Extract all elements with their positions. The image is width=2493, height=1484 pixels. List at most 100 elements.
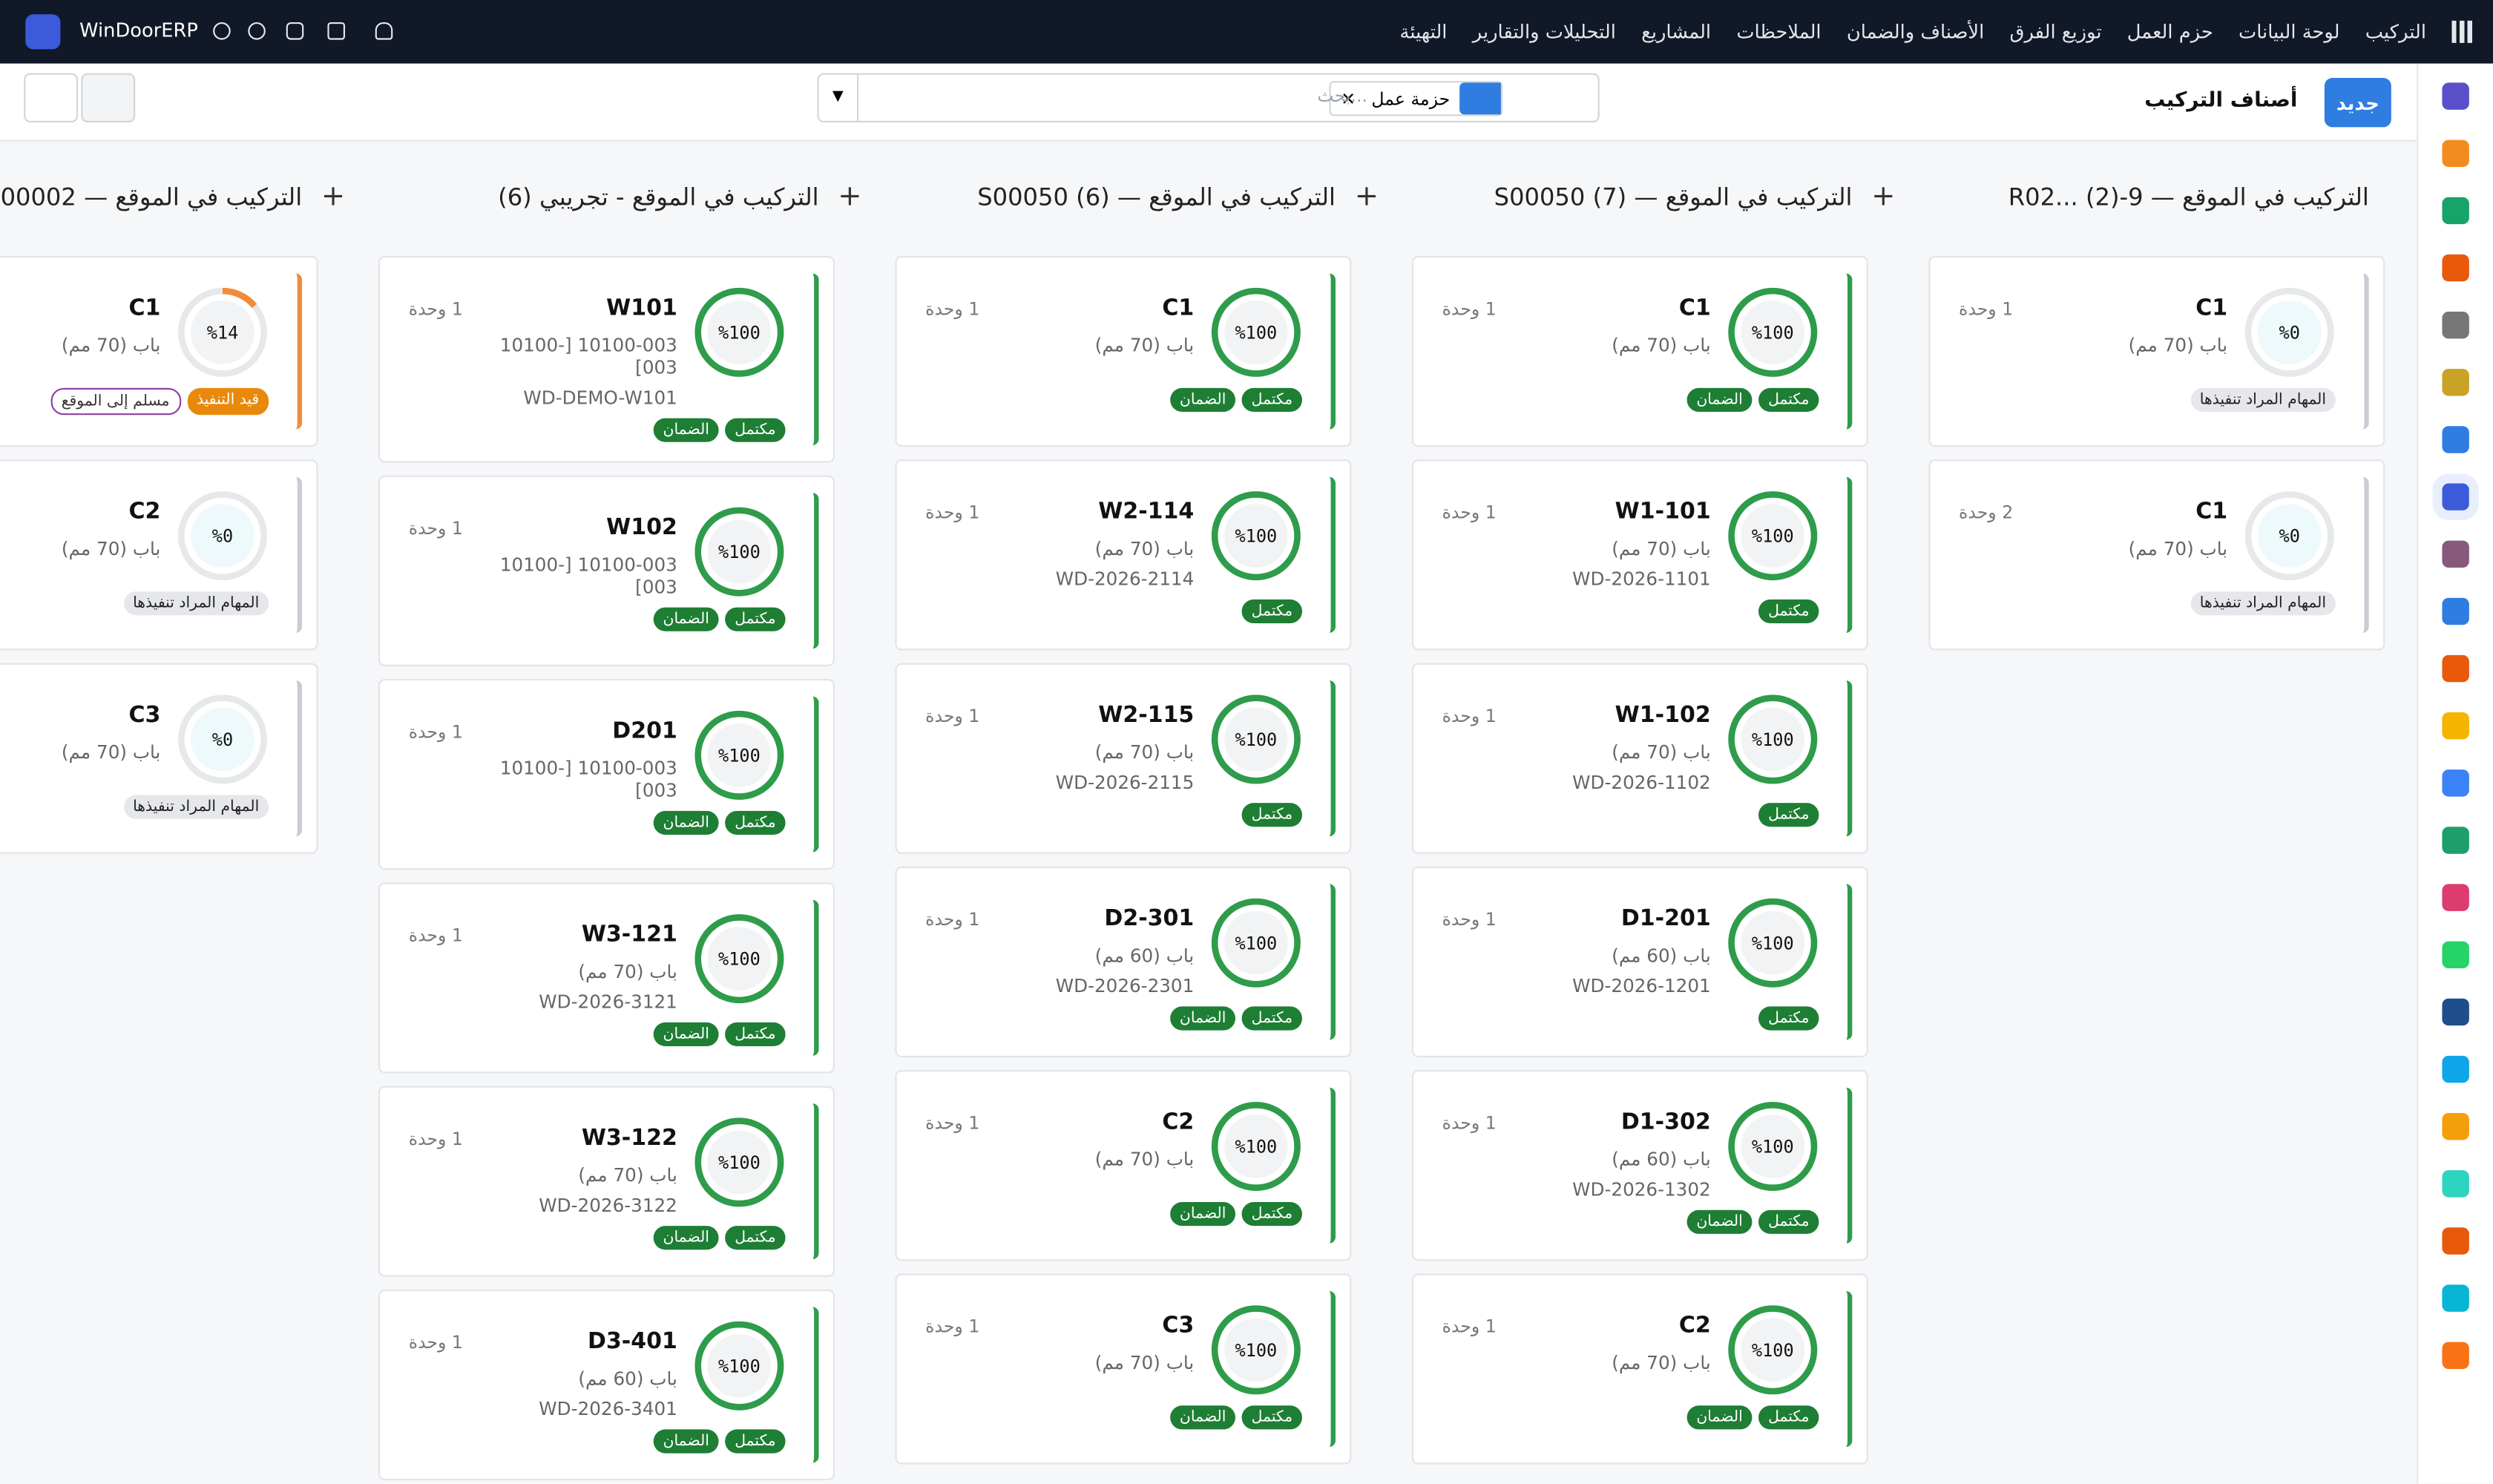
card[interactable]: %100 D2-301 باب (60 مم) WD-2026-2301 1 وحدة م… (895, 866, 1352, 1057)
card[interactable]: %100 W2-115 باب (70 مم) WD-2026-2115 1 وحدة م… (895, 663, 1352, 854)
card-units: 1 وحدة (408, 721, 463, 743)
card[interactable]: %100 D3-401 باب (60 مم) WD-2026-3401 1 وحدة م… (378, 1289, 835, 1480)
column-title-row: التركيب في الموقع — S00050 (7) (1494, 183, 1853, 211)
kanban-view[interactable] (81, 73, 136, 122)
app-icon[interactable] (2442, 941, 2469, 968)
card-row: %0 C2 باب (70 مم) (0, 490, 269, 582)
card-product: باب (60 مم) (578, 1367, 677, 1390)
card[interactable]: %100 D201 10100-003 [10100-003] 1 وحدة مكتمل… (378, 679, 835, 870)
tag: الضمان (653, 418, 719, 442)
icon[interactable] (375, 22, 393, 40)
column-title-row: التركيب في الموقع - تجريبي (6) (498, 183, 818, 211)
card[interactable]: %100 C3 باب (70 مم) 1 وحدة مكتمل الضمان (895, 1273, 1352, 1465)
app-icon[interactable] (2442, 597, 2469, 626)
card[interactable]: %100 W1-101 باب (70 مم) WD-2026-1101 1 وحدة م… (1411, 459, 1868, 651)
tag: الضمان (653, 1022, 719, 1046)
card[interactable]: %100 W102 10100-003 [10100-003] 1 وحدة مكتمل… (378, 475, 835, 666)
menu-item[interactable]: الأصناف والضمان (1846, 20, 1985, 43)
card[interactable]: %100 D1-201 باب (60 مم) WD-2026-1201 1 وحدة م… (1411, 866, 1868, 1057)
card[interactable]: %100 D1-302 باب (60 مم) WD-2026-1302 1 وحدة م… (1411, 1070, 1868, 1261)
app-icon[interactable] (2442, 769, 2469, 797)
facet[interactable]: حزمة عمل ✕ (1330, 81, 1502, 116)
state-bar (812, 493, 819, 649)
card-name: C2 (1678, 1313, 1711, 1339)
menu-item[interactable]: التركيب (2365, 20, 2426, 43)
app-icon[interactable] (2442, 426, 2469, 453)
app-icon[interactable] (2442, 312, 2469, 339)
card[interactable]: %14 C1 باب (70 مم) قيد التنفيذ مسلم إلى المو… (0, 256, 318, 447)
card[interactable]: %0 C3 باب (70 مم) المهام المراد تنفيذها (0, 663, 318, 854)
menu-item[interactable]: الملاحظات (1736, 20, 1822, 43)
card[interactable]: %100 C1 باب (70 مم) 1 وحدة مكتمل الضمان (895, 256, 1352, 447)
app-icon[interactable] (2442, 827, 2469, 854)
new-button[interactable]: جديد (2324, 78, 2391, 128)
card-info: W3-121 باب (70 مم) WD-2026-3121 (463, 913, 677, 1013)
app-icon[interactable] (2442, 712, 2469, 740)
app-icon[interactable] (2442, 1170, 2469, 1198)
card[interactable]: %100 C2 باب (70 مم) 1 وحدة مكتمل الضمان (1411, 1273, 1868, 1465)
add-button[interactable]: + (321, 180, 346, 214)
app-icon[interactable] (2442, 254, 2469, 282)
card[interactable]: %100 W2-114 باب (70 مم) WD-2026-2114 1 وحدة م… (895, 459, 1352, 651)
app-icon[interactable] (2442, 998, 2469, 1026)
card[interactable]: %100 W3-122 باب (70 مم) WD-2026-3122 1 وحدة م… (378, 1086, 835, 1277)
menu-item[interactable]: حزم العمل (2126, 20, 2213, 43)
state-bar (296, 476, 303, 633)
brand[interactable]: WinDoorERP (79, 19, 198, 42)
ring-inner (2257, 504, 2322, 568)
card[interactable]: %0 C2 باب (70 مم) المهام المراد تنفيذها (0, 459, 318, 651)
app-icon[interactable] (2442, 369, 2469, 396)
app-icon[interactable] (2442, 1284, 2469, 1312)
card[interactable]: %100 W3-121 باب (70 مم) WD-2026-3121 1 وحدة م… (378, 882, 835, 1074)
card[interactable]: %100 C1 باب (70 مم) 1 وحدة مكتمل الضمان (1411, 256, 1868, 447)
menu-item[interactable]: التهيئة (1399, 20, 1448, 43)
card[interactable]: %100 C2 باب (70 مم) 1 وحدة مكتمل الضمان (895, 1070, 1352, 1261)
app-icon[interactable] (2442, 1227, 2469, 1255)
card-row: %100 W1-102 باب (70 مم) WD-2026-1102 1 وحدة (1442, 693, 1819, 793)
card-name: C1 (1162, 295, 1195, 321)
add-button[interactable]: + (1354, 180, 1379, 214)
menu-item[interactable]: لوحة البيانات (2239, 20, 2340, 43)
app-icon[interactable] (2442, 197, 2469, 225)
app-icon[interactable] (2442, 540, 2469, 568)
progress-label: %100 (1752, 729, 1794, 750)
card-info: C1 باب (70 مم) (0, 286, 160, 356)
tag: الضمان (653, 1226, 719, 1250)
icon[interactable] (286, 22, 304, 40)
app-icon[interactable] (2442, 1113, 2469, 1140)
menu-item[interactable]: التحليلات والتقارير (1472, 20, 1616, 43)
progress-label: %0 (212, 526, 233, 547)
menu-item[interactable]: توزيع الفرق (2009, 20, 2102, 43)
tag: مكتمل (1241, 1006, 1302, 1031)
card[interactable]: %100 W101 10100-003 [10100-003] WD-DEMO-W10… (378, 256, 835, 463)
icon[interactable] (213, 22, 231, 40)
menu-item[interactable]: المشاريع (1641, 20, 1712, 43)
app-icon[interactable] (2442, 884, 2469, 911)
card[interactable]: %0 C1 باب (70 مم) 2 وحدة المهام المراد تنفيذ… (1928, 459, 2385, 651)
progress-label: %100 (1752, 933, 1794, 953)
card[interactable]: %100 W1-102 باب (70 مم) WD-2026-1102 1 وحدة م… (1411, 663, 1868, 854)
card-info: C2 باب (70 مم) (1497, 1304, 1711, 1373)
tag: قيد التنفيذ (187, 387, 269, 416)
icon[interactable] (248, 22, 266, 40)
tag: مكتمل (725, 607, 786, 631)
app-icon[interactable] (2442, 82, 2469, 110)
app-icon[interactable] (2442, 1055, 2469, 1083)
apps-icon[interactable] (2451, 20, 2474, 43)
search[interactable]: حزمة عمل ✕ بحث... ▼ (817, 73, 1600, 122)
add-button[interactable]: + (838, 180, 862, 214)
icon[interactable] (327, 22, 345, 40)
app-icon[interactable] (2442, 1342, 2469, 1369)
state-bar (812, 1307, 819, 1463)
list-view[interactable] (24, 73, 79, 122)
card-info: D3-401 باب (60 مم) WD-2026-3401 (463, 1320, 677, 1419)
app-icon[interactable] (2442, 654, 2469, 683)
logo[interactable] (25, 14, 61, 50)
card[interactable]: %0 C1 باب (70 مم) 1 وحدة المهام المراد تنفيذ… (1928, 256, 2385, 447)
card-tags: مكتمل الضمان (409, 810, 786, 835)
add-button[interactable]: + (1871, 180, 1896, 214)
state-bar (2362, 476, 2369, 633)
ring-inner (707, 927, 772, 991)
app-icon[interactable] (2432, 473, 2479, 520)
app-icon[interactable] (2442, 139, 2469, 167)
